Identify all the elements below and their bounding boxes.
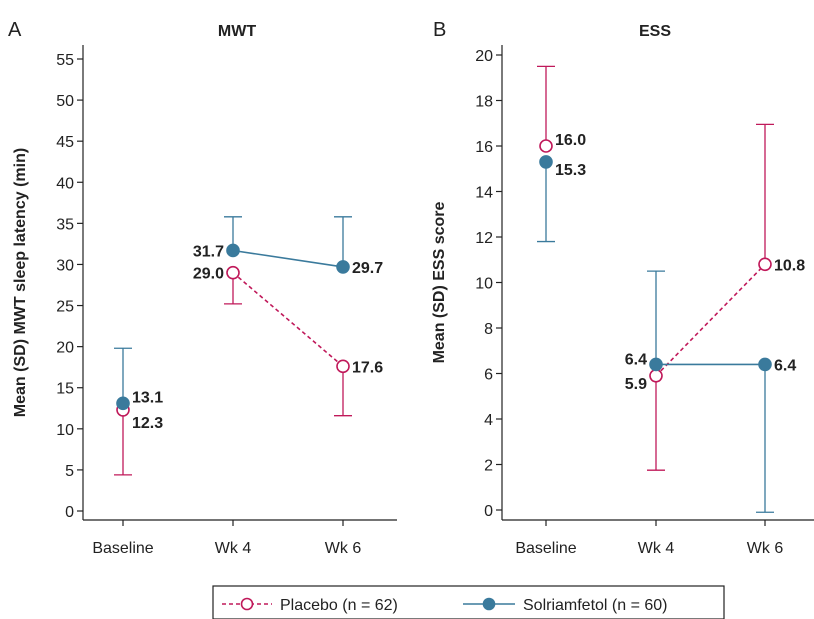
data-point-solriamfetol (758, 357, 772, 372)
data-label-placebo: 17.6 (352, 359, 383, 376)
chart-title: MWT (218, 23, 256, 40)
data-point-placebo (226, 265, 240, 280)
data-point-solriamfetol (649, 357, 663, 372)
data-label-placebo: 16.0 (555, 132, 586, 149)
data-point-solriamfetol (336, 260, 350, 274)
data-point-solriamfetol (539, 155, 553, 169)
y-tick-label: 2 (484, 458, 493, 475)
y-tick-label: 6 (484, 367, 493, 384)
y-tick-label: 18 (475, 94, 493, 111)
y-tick-label: 40 (56, 175, 74, 192)
y-tick-label: 8 (484, 321, 493, 338)
y-tick-label: 55 (56, 52, 74, 69)
series-line-solriamfetol (232, 249, 344, 268)
panel-letter: A (8, 19, 22, 41)
legend-solriamfetol-label: Solriamfetol (n = 60) (523, 597, 668, 614)
data-point-placebo (649, 368, 663, 383)
data-label-placebo: 5.9 (625, 376, 647, 393)
y-tick-label: 14 (475, 185, 493, 202)
data-label-solriamfetol: 31.7 (193, 243, 224, 260)
y-tick-label: 12 (475, 230, 493, 247)
y-axis-label: Mean (SD) ESS score (431, 201, 448, 363)
y-tick-label: 45 (56, 134, 74, 151)
x-tick-label: Wk 6 (747, 540, 784, 557)
series-line-placebo (655, 263, 766, 377)
data-label-placebo: 10.8 (774, 257, 805, 274)
y-tick-label: 30 (56, 257, 74, 274)
legend-placebo-marker (240, 597, 254, 611)
data-label-placebo: 29.0 (193, 266, 224, 283)
y-tick-label: 5 (65, 463, 74, 480)
data-point-placebo (336, 359, 350, 374)
x-tick-label: Baseline (92, 540, 153, 557)
data-point-placebo (758, 257, 772, 272)
y-tick-label: 0 (484, 503, 493, 520)
data-label-solriamfetol: 13.1 (132, 389, 163, 406)
y-tick-label: 10 (475, 276, 493, 293)
y-tick-label: 25 (56, 299, 74, 316)
legend: Placebo (n = 62) Solriamfetol (n = 60) (212, 585, 725, 619)
data-point-solriamfetol (226, 243, 240, 258)
panel-ess: B ESS Mean (SD) ESS score 0 2 4 6 8 10 12 14 16 18 20… (431, 19, 814, 557)
data-label-solriamfetol: 6.4 (774, 357, 796, 374)
y-tick-label: 35 (56, 216, 74, 233)
data-label-solriamfetol: 6.4 (625, 351, 647, 368)
y-tick-label: 16 (475, 139, 493, 156)
y-tick-label: 15 (56, 381, 74, 398)
y-tick-label: 10 (56, 422, 74, 439)
x-tick-label: Wk 6 (325, 540, 362, 557)
y-tick-label: 4 (484, 412, 493, 429)
data-label-solriamfetol: 15.3 (555, 162, 586, 179)
data-label-solriamfetol: 29.7 (352, 260, 383, 277)
legend-solriamfetol-marker (482, 597, 496, 611)
y-tick-label: 20 (56, 340, 74, 357)
chart-title: ESS (639, 23, 671, 40)
data-label-placebo: 12.3 (132, 415, 163, 432)
x-tick-label: Wk 4 (638, 540, 675, 557)
y-tick-label: 50 (56, 93, 74, 110)
panel-mwt: A MWT Mean (SD) MWT sleep latency (min) 0 5 1… (8, 19, 397, 557)
x-tick-label: Wk 4 (215, 540, 252, 557)
panel-letter: B (433, 19, 446, 41)
y-tick-label: 20 (475, 48, 493, 65)
y-axis-label: Mean (SD) MWT sleep latency (min) (12, 148, 29, 417)
legend-placebo-label: Placebo (n = 62) (280, 597, 398, 614)
y-tick-label: 0 (65, 504, 74, 521)
data-point-solriamfetol (116, 396, 130, 411)
data-point-placebo (539, 139, 553, 153)
series-line-placebo (232, 272, 344, 367)
legend-box (212, 585, 725, 619)
x-tick-label: Baseline (515, 540, 576, 557)
